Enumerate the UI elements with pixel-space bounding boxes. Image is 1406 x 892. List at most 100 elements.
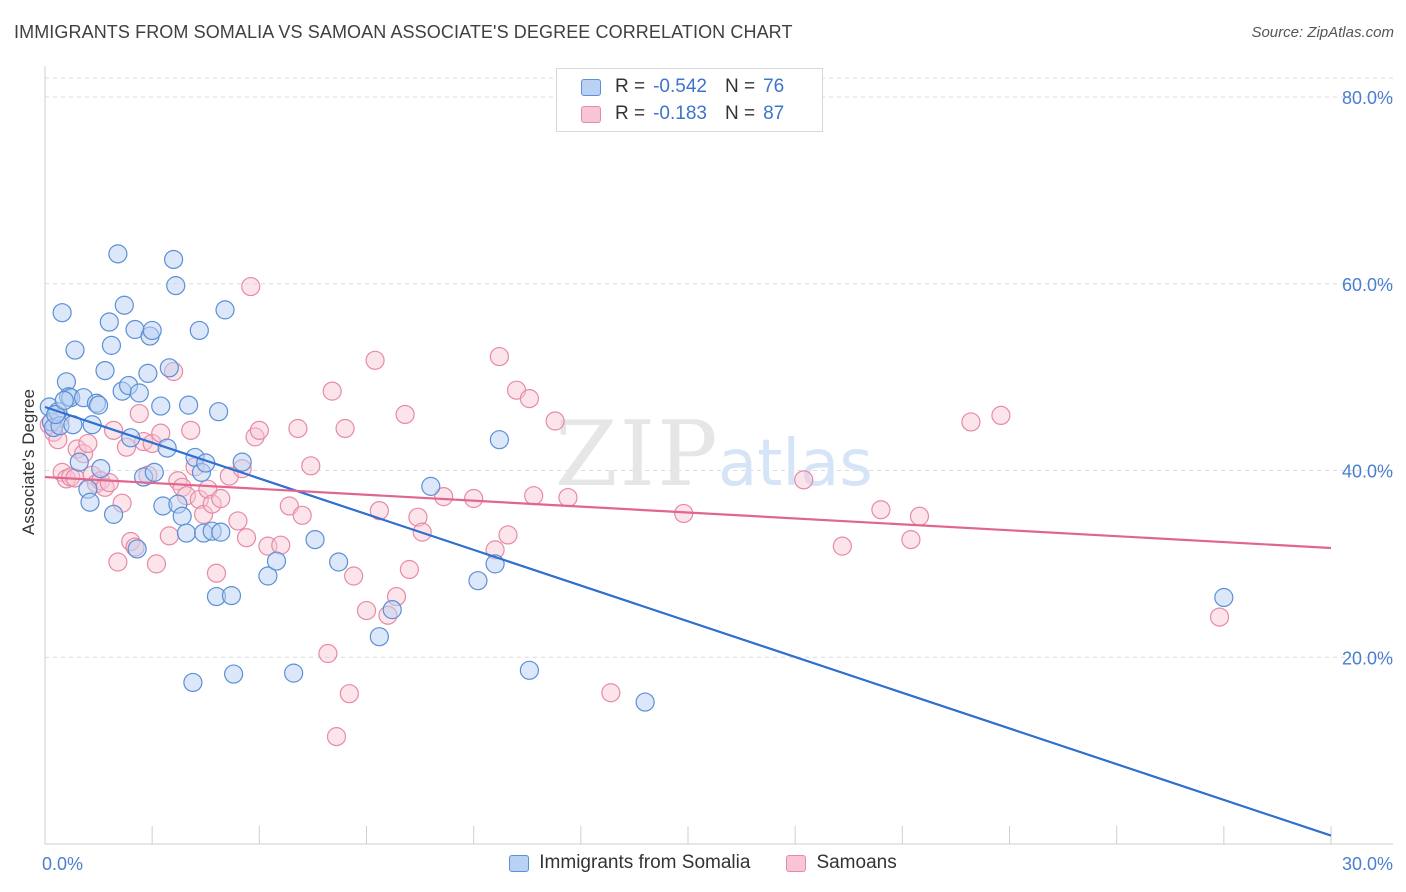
legend-n-label: N = [724,103,756,124]
somalia-point [489,430,509,450]
somalia-point [101,335,122,355]
legend-item-somalia[interactable]: Immigrants from Somalia [509,852,750,874]
x-tick-label: 0.0% [42,854,83,874]
somalia-point [329,552,349,572]
somalia-point [164,249,184,270]
samoan-point [335,418,355,439]
somalia-points [39,244,1234,712]
somalia-point [179,395,199,415]
somalia-point [166,276,186,296]
somalia-point [65,340,85,360]
samoan-point [211,488,231,509]
samoan-point [236,528,257,548]
y-tick-label: 60.0% [1342,275,1393,295]
legend-n-value: 76 [763,76,785,97]
watermark-atlas: atlas [718,427,873,501]
samoan-point [871,500,891,520]
tick-labels: 20.0% 40.0% 60.0% 80.0% 0.0% 30.0% Associate's… [19,88,1393,874]
somalia-point [88,395,109,415]
somalia-point [144,462,164,482]
somalia-point [232,452,252,472]
somalia-point [159,358,179,378]
samoan-point [249,420,269,440]
legend-item-samoans[interactable]: Samoans [786,852,897,874]
samoan-point [961,412,981,432]
samoan-point [524,486,544,506]
samoan-point [279,496,299,516]
legend-r-label: R = [615,103,646,124]
somalia-point [369,627,389,647]
somalia-point [129,383,149,403]
somalia-point [127,539,147,559]
somalia-point [209,402,229,422]
samoan-point [181,420,201,440]
samoan-point [99,473,119,493]
y-tick-label: 80.0% [1342,88,1393,108]
samoan-point [365,350,385,370]
somalia-point [519,660,539,680]
samoan-point [129,403,149,424]
somalia-point [211,522,231,542]
samoan-point [434,487,454,507]
somalia-point [221,586,242,606]
samoan-point [159,526,179,546]
samoan-point [356,600,377,621]
legend-row-somalia: R = -0.542 N = 76 [581,75,784,99]
samoan-point [322,381,342,401]
stats-legend: R = -0.542 N = 76 R = -0.183 N = 87 [556,68,823,132]
samoan-point [271,535,291,555]
samoan-point [1209,607,1230,627]
series-legend: Immigrants from Somalia Samoans [0,852,1406,874]
somalia-trend-line [44,405,1332,837]
samoan-point [909,506,930,526]
somalia-point [142,320,162,341]
y-tick-label: 40.0% [1342,462,1393,482]
legend-label-samoans: Samoans [816,852,897,873]
samoan-point [78,433,98,454]
chart-title: IMMIGRANTS FROM SOMALIA VS SAMOAN ASSOCI… [14,22,793,42]
samoan-trend-line [44,475,1332,550]
x-tick-label: 30.0% [1342,854,1393,874]
samoan-point [489,346,509,367]
legend-swatch-somalia [581,78,601,96]
somalia-point [215,300,235,320]
samoan-point [146,554,167,574]
samoan-point [292,505,312,525]
somalia-point [421,476,441,496]
somalia-point [468,571,488,591]
samoan-point [519,389,539,409]
samoan-point [794,470,814,490]
somalia-point [91,459,111,479]
legend-swatch-somalia [509,854,530,872]
samoan-point [339,684,359,704]
watermark: ZIP atlas [555,402,873,507]
samoan-point [369,501,389,521]
somalia-point [284,663,304,683]
samoan-point [601,683,621,703]
somalia-point [80,492,100,512]
somalia-point [635,692,655,712]
legend-r-label: R = [615,76,646,97]
somalia-point [189,320,209,341]
y-axis-label: Associate's Degree [19,389,38,535]
somalia-point [138,363,158,383]
legend-n-label: N = [724,76,756,97]
source-label: Source: ZipAtlas.com [1251,24,1394,41]
somalia-point [103,504,124,524]
somalia-point [183,672,203,693]
somalia-point [172,506,192,526]
trend-lines [44,405,1332,837]
watermark-zip: ZIP [555,402,720,507]
samoan-point [301,456,321,476]
legend-swatch-samoan [581,105,601,123]
samoan-point [558,487,578,508]
somalia-point [382,600,402,620]
samoan-point [241,276,261,297]
samoan-point [288,418,308,439]
samoan-point [206,563,227,583]
somalia-point [95,360,115,381]
samoan-point [901,529,921,550]
legend-n-value: 87 [763,103,785,124]
samoan-point [498,525,518,545]
